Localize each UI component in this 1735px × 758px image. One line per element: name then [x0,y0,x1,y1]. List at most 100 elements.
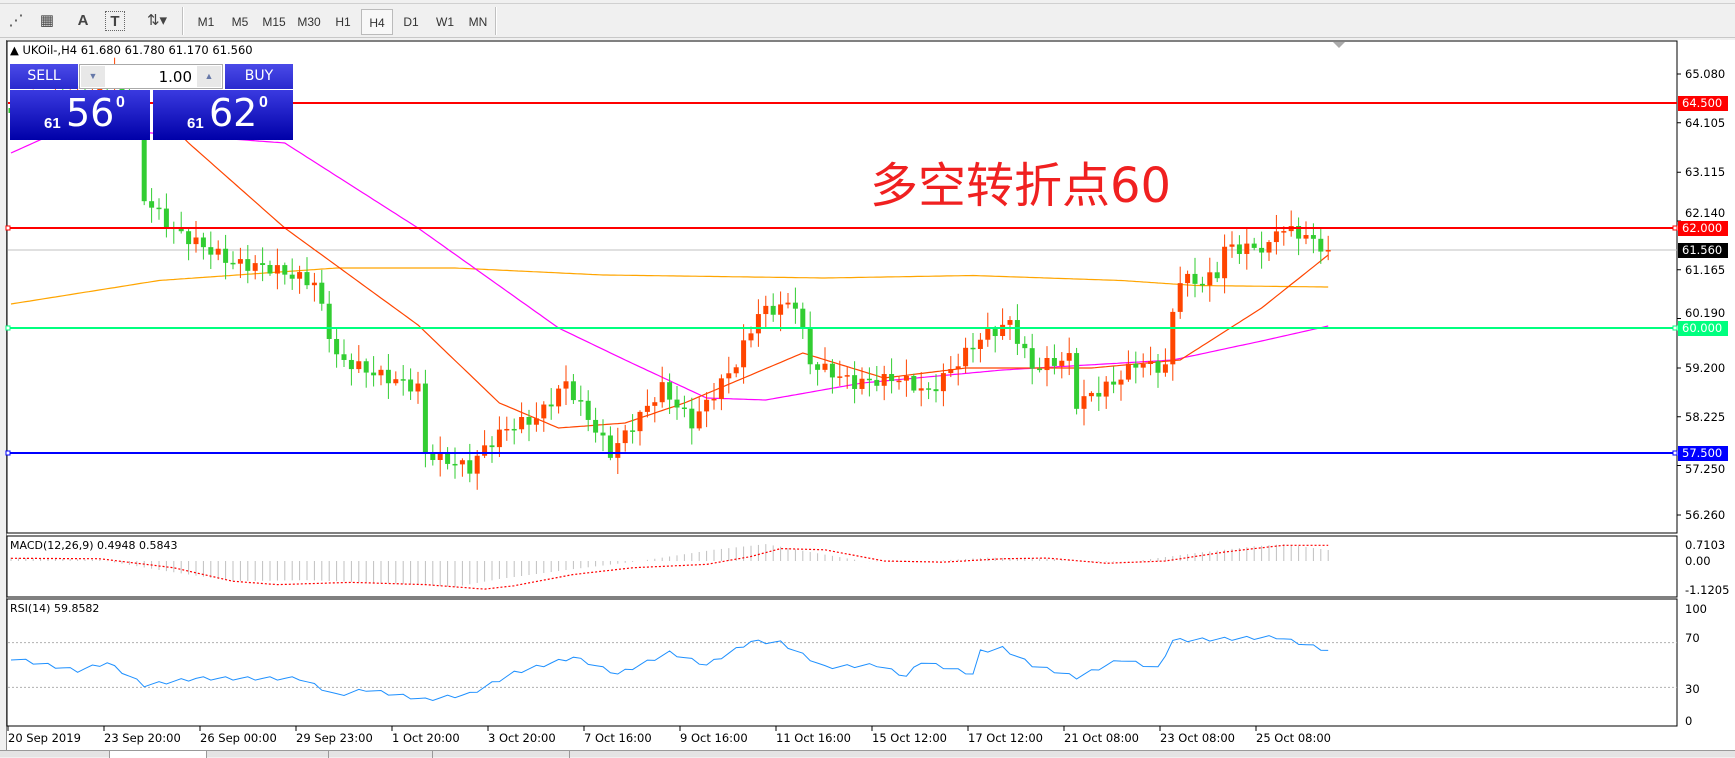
candle-body [570,381,576,401]
time-tick: 29 Sep 23:00 [296,731,373,745]
candle-body [208,247,214,255]
candle-body [1236,244,1242,254]
candle-body [659,382,665,403]
candle-body [1177,283,1183,312]
level-price-tag: 64.500 [1678,96,1728,111]
candle-body [548,404,554,407]
candle-body [1022,343,1028,349]
candle-body [230,262,236,265]
candle-body [770,305,776,315]
candle-body [1140,364,1146,368]
candle-body [356,361,362,370]
time-tick: 3 Oct 20:00 [488,731,556,745]
candle-body [911,375,917,391]
candle-body [1229,244,1235,247]
candle-body [445,452,451,464]
timeframe-w1[interactable]: W1 [436,15,454,29]
lot-increase-icon[interactable]: ▲ [197,66,221,87]
timeframe-m1[interactable]: M1 [197,15,215,29]
candle-body [422,383,428,453]
buy-price-point: 0 [259,94,268,111]
sell-price-main: 56 [66,91,115,135]
chart-tab[interactable] [433,751,570,758]
candle-body [829,363,835,378]
candle-body [1148,361,1154,365]
buy-price-button[interactable]: 61 62 0 [153,90,293,140]
macd-tick: 0.00 [1685,554,1711,568]
toolbar: ⋰ ▦ A T ⇅▾ M1 M5 M15 M30 H1 H4 D1 W1 MN [0,0,1735,38]
lot-decrease-icon[interactable]: ▼ [81,66,105,87]
candle-body [593,419,599,433]
toolbar-separator [495,7,497,35]
timeframe-m5[interactable]: M5 [231,15,249,29]
rsi-tick: 100 [1685,602,1707,616]
candle-body [652,402,658,406]
candle-body [1310,235,1316,239]
candle-body [689,408,695,429]
timeframe-m30[interactable]: M30 [297,15,321,29]
candle-body [223,248,229,263]
candle-body [215,248,221,255]
macd-panel-frame [6,535,1678,598]
candle-body [1281,231,1287,233]
chart-window[interactable] [6,40,1735,757]
candle-body [186,231,192,245]
timeframe-m15[interactable]: M15 [262,15,286,29]
candle-body [474,455,480,474]
chart-annotation: 多空转折点60 [870,158,1172,214]
candle-body [252,263,258,271]
candle-body [963,347,969,367]
chart-tab[interactable] [0,751,110,758]
candle-body [1000,324,1006,337]
candle-body [1066,353,1072,361]
candle-body [1192,273,1198,284]
candle-body [334,338,340,355]
candle-body [1044,358,1050,371]
candle-body [970,347,976,350]
sell-price-prefix: 61 [44,115,61,132]
timeframe-d1[interactable]: D1 [403,15,419,29]
text-label-icon[interactable]: T [105,11,125,31]
candle-body [903,375,909,381]
timeframe-h4[interactable]: H4 [361,9,393,35]
candle-body [1074,353,1080,409]
timeframe-mn[interactable]: MN [468,15,488,29]
time-tick: 20 Sep 2019 [8,731,81,745]
candle-body [1214,272,1220,279]
candle-body [763,305,769,315]
macd-tick: 0.7103 [1685,538,1726,552]
candle-body [1259,247,1265,253]
chart-tab[interactable] [329,751,433,758]
candle-body [178,228,184,232]
timeframe-h1[interactable]: H1 [335,15,351,29]
buy-button[interactable]: BUY [225,64,293,89]
lot-size-input[interactable] [106,67,196,87]
candle-body [1199,283,1205,286]
candle-body [415,383,421,392]
price-tick: 64.105 [1685,115,1726,130]
candle-body [926,388,932,390]
candle-body [615,443,621,458]
toolbar-separator [182,7,184,35]
time-tick: 21 Oct 08:00 [1064,731,1139,745]
arrows-icon[interactable]: ⇅▾ [146,12,168,29]
candle-body [378,369,384,376]
sell-button[interactable]: SELL [10,64,78,89]
fibonacci-expansion-icon[interactable]: ⋰ [8,12,24,29]
candle-body [452,463,458,466]
candle-body [1051,358,1057,366]
level-handle [5,450,11,456]
candle-body [1014,320,1020,344]
fibonacci-fan-icon[interactable]: ▦ [39,12,55,29]
candle-body [622,430,628,444]
candle-body [156,207,162,210]
level-handle [1672,450,1678,456]
chart-tab-active[interactable] [110,751,207,758]
candle-body [918,388,924,391]
text-icon[interactable]: A [77,12,89,29]
sell-price-button[interactable]: 61 56 0 [10,90,150,140]
candle-body [467,460,473,474]
candle-body [289,274,295,279]
chart-tab[interactable] [207,751,329,758]
